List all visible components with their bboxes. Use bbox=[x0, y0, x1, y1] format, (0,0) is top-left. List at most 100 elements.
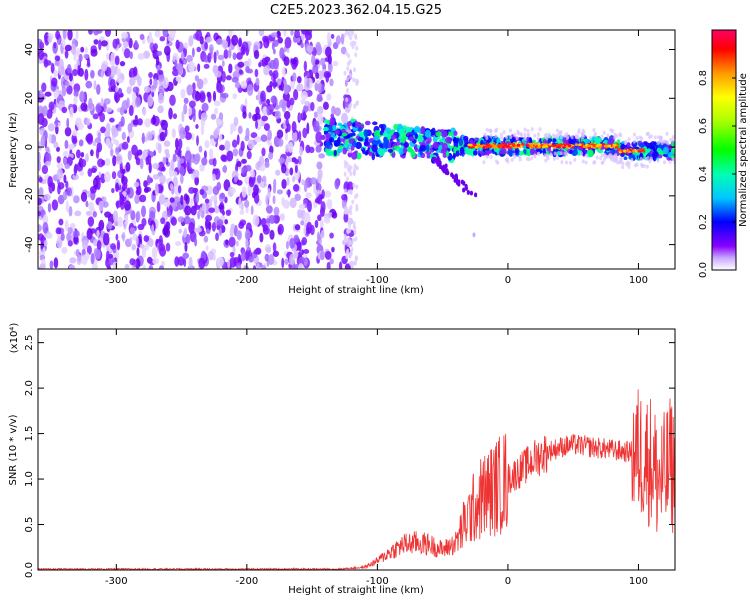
heatmap-cell bbox=[322, 101, 329, 111]
heatmap-cell bbox=[56, 168, 64, 180]
heatmap-cell bbox=[345, 254, 349, 260]
heatmap-cell bbox=[571, 148, 578, 156]
heatmap-cell bbox=[139, 33, 145, 41]
heatmap-cell bbox=[109, 78, 116, 88]
heatmap-cell bbox=[240, 80, 248, 89]
heatmap-cell bbox=[316, 161, 323, 170]
heatmap-cell bbox=[110, 243, 116, 250]
heatmap-cell bbox=[121, 168, 126, 174]
heatmap-cell bbox=[139, 243, 145, 249]
heatmap-cell bbox=[169, 32, 176, 39]
heatmap-cell bbox=[562, 146, 566, 149]
heatmap-cell bbox=[464, 183, 468, 189]
heatmap-cell bbox=[151, 90, 155, 98]
heatmap-cell bbox=[351, 40, 355, 46]
heatmap-cell bbox=[152, 174, 160, 180]
heatmap-cell bbox=[300, 90, 308, 100]
heatmap-cell bbox=[174, 59, 178, 68]
heatmap-cell bbox=[105, 122, 111, 135]
heatmap-cell bbox=[203, 63, 210, 69]
heatmap-cell bbox=[348, 148, 352, 154]
heatmap-cell bbox=[112, 210, 119, 222]
heatmap-cell bbox=[313, 187, 317, 194]
heatmap-cell bbox=[207, 52, 212, 63]
heatmap-cell bbox=[353, 229, 357, 235]
heatmap-cell bbox=[644, 156, 648, 161]
heatmap-cell bbox=[169, 94, 176, 106]
heatmap-cell bbox=[568, 160, 572, 165]
heatmap-cell bbox=[134, 194, 140, 205]
heatmap-cell bbox=[158, 193, 166, 205]
heatmap-cell bbox=[134, 39, 139, 50]
heatmap-cell bbox=[165, 242, 171, 252]
heatmap-cell bbox=[305, 144, 311, 154]
heatmap-cell bbox=[326, 261, 331, 269]
heatmap-cell bbox=[135, 96, 141, 108]
heatmap-cell bbox=[129, 227, 136, 235]
heatmap-cell bbox=[47, 36, 52, 43]
heatmap-cell bbox=[147, 94, 154, 107]
heatmap-cell bbox=[153, 78, 158, 90]
heatmap-cell bbox=[111, 125, 117, 136]
heatmap-cell bbox=[269, 229, 275, 240]
heatmap-cell bbox=[163, 140, 171, 147]
heatmap-cell bbox=[560, 160, 564, 165]
heatmap-cell bbox=[573, 145, 578, 151]
heatmap-cell bbox=[341, 112, 348, 124]
heatmap-cell bbox=[121, 131, 126, 141]
heatmap-cell bbox=[438, 144, 443, 148]
heatmap-cell bbox=[324, 190, 332, 198]
heatmap-cell bbox=[248, 256, 254, 263]
heatmap-cell bbox=[252, 114, 258, 122]
heatmap-cell bbox=[92, 177, 98, 188]
heatmap-cell bbox=[56, 156, 61, 164]
heatmap-cell bbox=[469, 145, 474, 149]
heatmap-cell bbox=[592, 127, 596, 132]
heatmap-cell bbox=[289, 237, 296, 249]
snr-x-ticks: -300 -200 -100 0 100 bbox=[105, 329, 648, 587]
heatmap-cell bbox=[81, 239, 89, 250]
heatmap-cell bbox=[277, 31, 281, 37]
heatmap-cell bbox=[115, 233, 119, 241]
heatmap-cell bbox=[593, 131, 597, 136]
heatmap-cell bbox=[613, 132, 617, 137]
heatmap-cell bbox=[217, 54, 225, 61]
heatmap-cell bbox=[103, 98, 111, 105]
heatmap-cell bbox=[260, 134, 268, 142]
heatmap-cell bbox=[462, 180, 466, 186]
heatmap-cell bbox=[613, 135, 617, 140]
heatmap-cell bbox=[520, 132, 524, 137]
heatmap-cell bbox=[346, 61, 350, 67]
heatmap-cell bbox=[277, 223, 284, 235]
heatmap-cell bbox=[54, 55, 61, 62]
y-tick-label: -20 bbox=[24, 188, 35, 204]
heatmap-cell bbox=[270, 95, 278, 104]
heatmap-cell bbox=[245, 164, 252, 172]
heatmap-cell bbox=[166, 210, 171, 218]
heatmap-cell bbox=[236, 52, 243, 60]
heatmap-cell bbox=[233, 116, 239, 127]
heatmap-cell bbox=[326, 198, 333, 210]
heatmap-cell bbox=[312, 64, 319, 75]
heatmap-cell bbox=[278, 138, 284, 147]
heatmap-cell bbox=[521, 142, 525, 146]
heatmap-cell bbox=[352, 77, 356, 83]
heatmap-cell bbox=[455, 177, 459, 183]
heatmap-cell bbox=[72, 69, 78, 77]
heatmap-cell bbox=[231, 139, 238, 148]
heatmap-cell bbox=[564, 160, 568, 165]
heatmap-cell bbox=[298, 203, 306, 210]
heatmap-cell bbox=[268, 151, 274, 160]
heatmap-cell bbox=[223, 164, 227, 174]
heatmap-cell bbox=[607, 139, 614, 146]
heatmap-cell bbox=[227, 49, 232, 59]
heatmap-cell bbox=[373, 135, 380, 141]
heatmap-cell bbox=[600, 134, 604, 139]
heatmap-cell bbox=[224, 140, 231, 151]
heatmap-cell bbox=[261, 147, 266, 157]
heatmap-cell bbox=[604, 154, 608, 159]
heatmap-cell bbox=[135, 157, 141, 166]
heatmap-cell bbox=[93, 80, 97, 91]
heatmap-cell bbox=[547, 132, 551, 137]
heatmap-cell bbox=[464, 146, 470, 154]
